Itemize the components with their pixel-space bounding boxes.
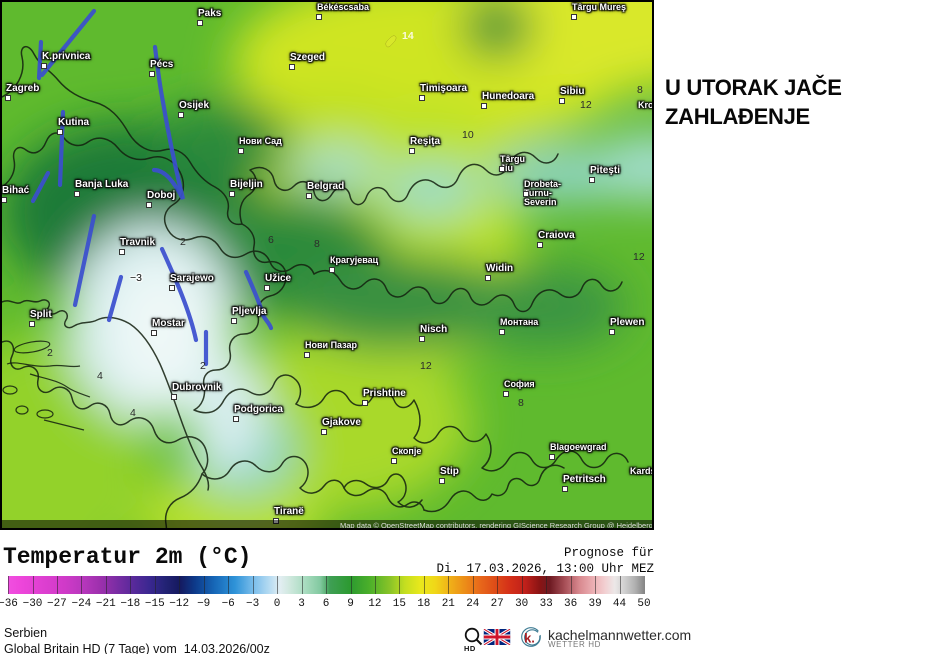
svg-text:k.: k. <box>524 631 535 646</box>
